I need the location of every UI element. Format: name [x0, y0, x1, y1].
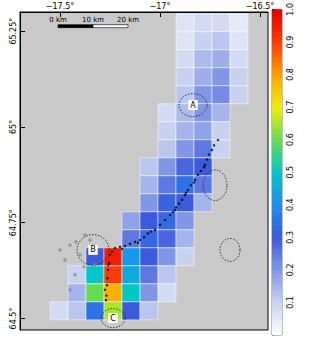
svg-text:0.4: 0.4	[286, 198, 295, 211]
svg-text:A: A	[190, 101, 196, 110]
svg-text:C: C	[110, 314, 116, 323]
svg-text:−16.5°: −16.5°	[246, 2, 275, 11]
svg-text:0 km: 0 km	[49, 16, 67, 24]
svg-text:65.25°: 65.25°	[9, 18, 18, 45]
svg-text:B: B	[90, 245, 96, 254]
svg-text:0.8: 0.8	[286, 68, 295, 81]
svg-text:1.0: 1.0	[286, 3, 295, 16]
svg-text:10 km: 10 km	[82, 16, 104, 24]
svg-text:0.6: 0.6	[286, 133, 295, 146]
svg-text:−17°: −17°	[150, 2, 171, 11]
svg-text:0.1: 0.1	[286, 296, 295, 309]
svg-text:0.9: 0.9	[286, 36, 295, 49]
svg-text:0.5: 0.5	[286, 166, 295, 179]
svg-text:65°: 65°	[9, 120, 18, 134]
svg-text:−17.5°: −17.5°	[46, 2, 75, 11]
svg-text:64.5°: 64.5°	[9, 308, 18, 330]
svg-text:20 km: 20 km	[117, 16, 139, 24]
svg-text:64.75°: 64.75°	[9, 209, 18, 236]
svg-text:0.7: 0.7	[286, 101, 295, 114]
svg-text:0.3: 0.3	[286, 231, 295, 244]
svg-text:0.2: 0.2	[286, 264, 295, 277]
